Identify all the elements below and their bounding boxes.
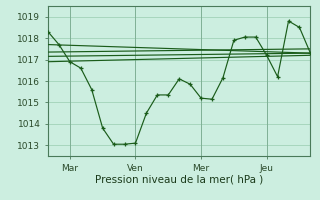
X-axis label: Pression niveau de la mer( hPa ): Pression niveau de la mer( hPa ) bbox=[95, 174, 263, 184]
